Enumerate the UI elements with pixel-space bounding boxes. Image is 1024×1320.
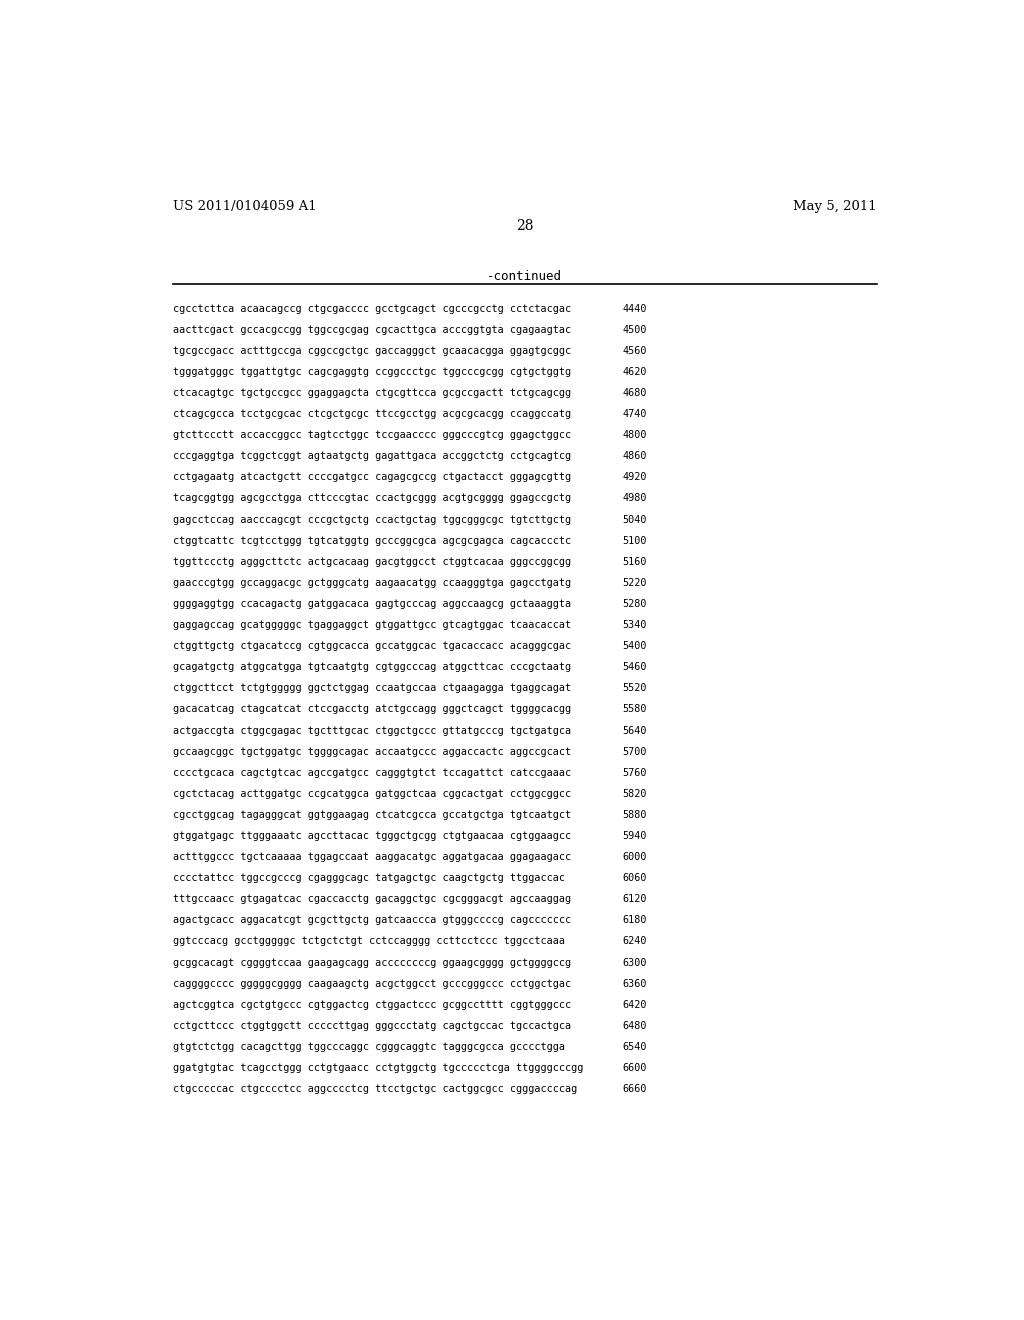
Text: 28: 28 [516,219,534,234]
Text: 5220: 5220 [623,578,647,587]
Text: 5280: 5280 [623,599,647,609]
Text: 5100: 5100 [623,536,647,545]
Text: cccctattcc tggccgcccg cgagggcagc tatgagctgc caagctgctg ttggaccac: cccctattcc tggccgcccg cgagggcagc tatgagc… [173,874,565,883]
Text: -continued: -continued [487,269,562,282]
Text: ctggttgctg ctgacatccg cgtggcacca gccatggcac tgacaccacc acagggcgac: ctggttgctg ctgacatccg cgtggcacca gccatgg… [173,642,571,651]
Text: 4560: 4560 [623,346,647,356]
Text: 5580: 5580 [623,705,647,714]
Text: 4860: 4860 [623,451,647,461]
Text: gtcttccctt accaccggcc tagtcctggc tccgaacccc gggcccgtcg ggagctggcc: gtcttccctt accaccggcc tagtcctggc tccgaac… [173,430,571,440]
Text: tggttccctg agggcttctc actgcacaag gacgtggcct ctggtcacaa gggccggcgg: tggttccctg agggcttctc actgcacaag gacgtgg… [173,557,571,566]
Text: 5160: 5160 [623,557,647,566]
Text: 5340: 5340 [623,620,647,630]
Text: 4440: 4440 [623,304,647,314]
Text: 4740: 4740 [623,409,647,418]
Text: 4620: 4620 [623,367,647,376]
Text: cgcctggcag tagagggcat ggtggaagag ctcatcgcca gccatgctga tgtcaatgct: cgcctggcag tagagggcat ggtggaagag ctcatcg… [173,810,571,820]
Text: 6360: 6360 [623,978,647,989]
Text: 6540: 6540 [623,1041,647,1052]
Text: cccgaggtga tcggctcggt agtaatgctg gagattgaca accggctctg cctgcagtcg: cccgaggtga tcggctcggt agtaatgctg gagattg… [173,451,571,461]
Text: ggtcccacg gcctgggggc tctgctctgt cctccagggg ccttcctccc tggcctcaaa: ggtcccacg gcctgggggc tctgctctgt cctccagg… [173,936,565,946]
Text: 5880: 5880 [623,810,647,820]
Text: gtgtctctgg cacagcttgg tggcccaggc cgggcaggtc tagggcgcca gcccctgga: gtgtctctgg cacagcttgg tggcccaggc cgggcag… [173,1041,565,1052]
Text: 6120: 6120 [623,894,647,904]
Text: tttgccaacc gtgagatcac cgaccacctg gacaggctgc cgcgggacgt agccaaggag: tttgccaacc gtgagatcac cgaccacctg gacaggc… [173,894,571,904]
Text: tgggatgggc tggattgtgc cagcgaggtg ccggccctgc tggcccgcgg cgtgctggtg: tgggatgggc tggattgtgc cagcgaggtg ccggccc… [173,367,571,376]
Text: gaggagccag gcatgggggc tgaggaggct gtggattgcc gtcagtggac tcaacaccat: gaggagccag gcatgggggc tgaggaggct gtggatt… [173,620,571,630]
Text: 6660: 6660 [623,1084,647,1094]
Text: gcagatgctg atggcatgga tgtcaatgtg cgtggcccag atggcttcac cccgctaatg: gcagatgctg atggcatgga tgtcaatgtg cgtggcc… [173,663,571,672]
Text: actttggccc tgctcaaaaa tggagccaat aaggacatgc aggatgacaa ggagaagacc: actttggccc tgctcaaaaa tggagccaat aaggaca… [173,853,571,862]
Text: 4980: 4980 [623,494,647,503]
Text: 6060: 6060 [623,874,647,883]
Text: 4800: 4800 [623,430,647,440]
Text: 5700: 5700 [623,747,647,756]
Text: cctgcttccc ctggtggctt cccccttgag gggccctatg cagctgccac tgccactgca: cctgcttccc ctggtggctt cccccttgag gggccct… [173,1020,571,1031]
Text: 5520: 5520 [623,684,647,693]
Text: actgaccgta ctggcgagac tgctttgcac ctggctgccc gttatgcccg tgctgatgca: actgaccgta ctggcgagac tgctttgcac ctggctg… [173,726,571,735]
Text: agctcggtca cgctgtgccc cgtggactcg ctggactccc gcggcctttt cggtgggccc: agctcggtca cgctgtgccc cgtggactcg ctggact… [173,999,571,1010]
Text: 4500: 4500 [623,325,647,335]
Text: ctcacagtgc tgctgccgcc ggaggagcta ctgcgttcca gcgccgactt tctgcagcgg: ctcacagtgc tgctgccgcc ggaggagcta ctgcgtt… [173,388,571,397]
Text: ctgcccccac ctgcccctcc aggcccctcg ttcctgctgc cactggcgcc cgggaccccag: ctgcccccac ctgcccctcc aggcccctcg ttcctgc… [173,1084,578,1094]
Text: ggatgtgtac tcagcctggg cctgtgaacc cctgtggctg tgccccctcga ttggggcccgg: ggatgtgtac tcagcctggg cctgtgaacc cctgtgg… [173,1063,584,1073]
Text: 6180: 6180 [623,915,647,925]
Text: ctggcttcct tctgtggggg ggctctggag ccaatgccaa ctgaagagga tgaggcagat: ctggcttcct tctgtggggg ggctctggag ccaatgc… [173,684,571,693]
Text: gcggcacagt cggggtccaa gaagagcagg accccccccg ggaagcgggg gctggggccg: gcggcacagt cggggtccaa gaagagcagg acccccc… [173,957,571,968]
Text: 6240: 6240 [623,936,647,946]
Text: aacttcgact gccacgccgg tggccgcgag cgcacttgca acccggtgta cgagaagtac: aacttcgact gccacgccgg tggccgcgag cgcactt… [173,325,571,335]
Text: 6420: 6420 [623,999,647,1010]
Text: tgcgccgacc actttgccga cggccgctgc gaccagggct gcaacacgga ggagtgcggc: tgcgccgacc actttgccga cggccgctgc gaccagg… [173,346,571,356]
Text: ctggtcattc tcgtcctggg tgtcatggtg gcccggcgca agcgcgagca cagcaccctc: ctggtcattc tcgtcctggg tgtcatggtg gcccggc… [173,536,571,545]
Text: 5760: 5760 [623,768,647,777]
Text: tcagcggtgg agcgcctgga cttcccgtac ccactgcggg acgtgcgggg ggagccgctg: tcagcggtgg agcgcctgga cttcccgtac ccactgc… [173,494,571,503]
Text: ctcagcgcca tcctgcgcac ctcgctgcgc ttccgcctgg acgcgcacgg ccaggccatg: ctcagcgcca tcctgcgcac ctcgctgcgc ttccgcc… [173,409,571,418]
Text: 6300: 6300 [623,957,647,968]
Text: 5640: 5640 [623,726,647,735]
Text: ggggaggtgg ccacagactg gatggacaca gagtgcccag aggccaagcg gctaaaggta: ggggaggtgg ccacagactg gatggacaca gagtgcc… [173,599,571,609]
Text: 5940: 5940 [623,832,647,841]
Text: 5460: 5460 [623,663,647,672]
Text: gccaagcggc tgctggatgc tggggcagac accaatgccc aggaccactc aggccgcact: gccaagcggc tgctggatgc tggggcagac accaatg… [173,747,571,756]
Text: caggggcccc gggggcgggg caagaagctg acgctggcct gcccgggccc cctggctgac: caggggcccc gggggcgggg caagaagctg acgctgg… [173,978,571,989]
Text: 4920: 4920 [623,473,647,482]
Text: gagcctccag aacccagcgt cccgctgctg ccactgctag tggcgggcgc tgtcttgctg: gagcctccag aacccagcgt cccgctgctg ccactgc… [173,515,571,524]
Text: agactgcacc aggacatcgt gcgcttgctg gatcaaccca gtgggccccg cagccccccc: agactgcacc aggacatcgt gcgcttgctg gatcaac… [173,915,571,925]
Text: cctgagaatg atcactgctt ccccgatgcc cagagcgccg ctgactacct gggagcgttg: cctgagaatg atcactgctt ccccgatgcc cagagcg… [173,473,571,482]
Text: gtggatgagc ttgggaaatc agccttacac tgggctgcgg ctgtgaacaa cgtggaagcc: gtggatgagc ttgggaaatc agccttacac tgggctg… [173,832,571,841]
Text: cgcctcttca acaacagccg ctgcgacccc gcctgcagct cgcccgcctg cctctacgac: cgcctcttca acaacagccg ctgcgacccc gcctgca… [173,304,571,314]
Text: 6000: 6000 [623,853,647,862]
Text: US 2011/0104059 A1: US 2011/0104059 A1 [173,199,316,213]
Text: 5040: 5040 [623,515,647,524]
Text: gacacatcag ctagcatcat ctccgacctg atctgccagg gggctcagct tggggcacgg: gacacatcag ctagcatcat ctccgacctg atctgcc… [173,705,571,714]
Text: 5820: 5820 [623,789,647,799]
Text: 5400: 5400 [623,642,647,651]
Text: cgctctacag acttggatgc ccgcatggca gatggctcaa cggcactgat cctggcggcc: cgctctacag acttggatgc ccgcatggca gatggct… [173,789,571,799]
Text: May 5, 2011: May 5, 2011 [793,199,877,213]
Text: cccctgcaca cagctgtcac agccgatgcc cagggtgtct tccagattct catccgaaac: cccctgcaca cagctgtcac agccgatgcc cagggtg… [173,768,571,777]
Text: 4680: 4680 [623,388,647,397]
Text: 6600: 6600 [623,1063,647,1073]
Text: 6480: 6480 [623,1020,647,1031]
Text: gaacccgtgg gccaggacgc gctgggcatg aagaacatgg ccaagggtga gagcctgatg: gaacccgtgg gccaggacgc gctgggcatg aagaaca… [173,578,571,587]
